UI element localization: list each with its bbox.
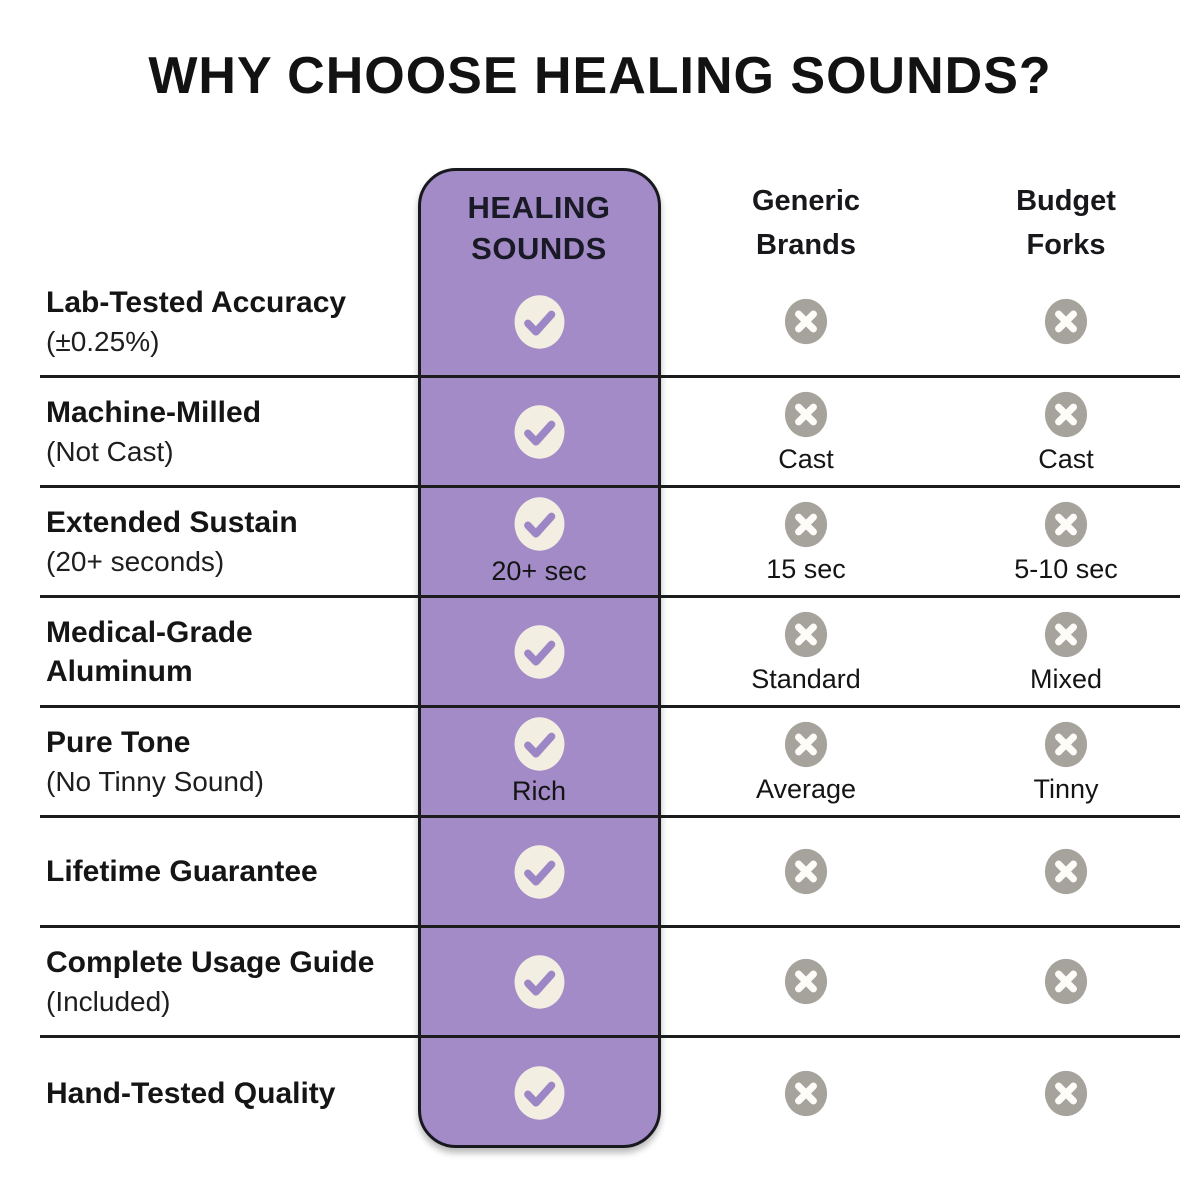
table-row-lab-tested-accuracy: Lab-Tested Accuracy (±0.25%) <box>40 268 1180 378</box>
x-icon <box>781 498 831 551</box>
table-row-lifetime-guarantee: Lifetime Guarantee <box>40 818 1180 928</box>
header-spacer <box>40 180 418 270</box>
cell-value: Rich <box>511 776 566 807</box>
cell-value: Mixed <box>1029 663 1103 694</box>
x-icon <box>781 388 831 441</box>
generic-cell: Standard <box>660 598 952 705</box>
x-icon <box>781 955 831 1008</box>
healing-cell: 20+ sec <box>418 488 660 595</box>
budget-cell <box>952 1038 1180 1148</box>
feature-name: Lab-Tested Accuracy <box>46 285 347 319</box>
column-header-generic-brands: Generic Brands <box>752 185 860 261</box>
cell-value: Cast <box>778 443 834 474</box>
feature-label-cell: Machine-Milled (Not Cast) <box>40 378 418 485</box>
generic-cell <box>660 1038 952 1148</box>
table-row-machine-milled: Machine-Milled (Not Cast) Cast Cast <box>40 378 1180 488</box>
x-icon <box>1041 845 1091 898</box>
feature-note: (Included) <box>46 985 171 1017</box>
column-header-healing-sounds: HEALING SOUNDS <box>467 190 611 266</box>
page-title: WHY CHOOSE HEALING SOUNDS? <box>148 47 1052 105</box>
x-icon <box>1041 295 1091 348</box>
feature-label-cell: Hand-Tested Quality <box>40 1038 418 1148</box>
generic-cell: 15 sec <box>660 488 952 595</box>
feature-note: (±0.25%) <box>46 325 160 357</box>
table-row-extended-sustain: Extended Sustain (20+ seconds) 20+ sec 1… <box>40 488 1180 598</box>
healing-cell <box>418 928 660 1035</box>
healing-cell <box>418 818 660 925</box>
generic-cell: Cast <box>660 378 952 485</box>
feature-label-cell: Medical-Grade Aluminum <box>40 598 418 705</box>
comparison-table: Lab-Tested Accuracy (±0.25%) Machine-Mil… <box>40 268 1180 1148</box>
cell-value: Cast <box>1038 443 1094 474</box>
budget-cell: Cast <box>952 378 1180 485</box>
check-icon <box>511 843 568 901</box>
feature-name: Pure Tone <box>46 725 191 759</box>
check-icon <box>511 953 568 1011</box>
cell-value: Tinny <box>1033 773 1099 804</box>
x-icon <box>1041 608 1091 661</box>
check-icon <box>511 293 568 351</box>
x-icon <box>781 295 831 348</box>
feature-name: Extended Sustain <box>46 505 298 539</box>
healing-cell <box>418 598 660 705</box>
healing-cell <box>418 268 660 375</box>
table-row-hand-tested-quality: Hand-Tested Quality <box>40 1038 1180 1148</box>
healing-cell <box>418 378 660 485</box>
table-row-pure-tone: Pure Tone (No Tinny Sound) Rich Average … <box>40 708 1180 818</box>
generic-cell <box>660 268 952 375</box>
generic-cell <box>660 928 952 1035</box>
budget-cell <box>952 818 1180 925</box>
check-icon <box>511 403 568 461</box>
generic-cell <box>660 818 952 925</box>
check-icon <box>511 715 568 773</box>
cell-value: 15 sec <box>766 553 846 584</box>
feature-name: Complete Usage Guide <box>46 945 375 979</box>
cell-value: 20+ sec <box>491 556 587 587</box>
check-icon <box>511 495 568 553</box>
column-headers: HEALING SOUNDS Generic Brands Budget For… <box>40 180 1180 270</box>
x-icon <box>781 608 831 661</box>
x-icon <box>1041 1067 1091 1120</box>
cell-value: 5-10 sec <box>1014 553 1118 584</box>
feature-note: (No Tinny Sound) <box>46 765 264 797</box>
check-icon <box>511 1064 568 1122</box>
budget-cell <box>952 268 1180 375</box>
cell-value: Standard <box>751 663 861 694</box>
feature-label-cell: Extended Sustain (20+ seconds) <box>40 488 418 595</box>
budget-cell: 5-10 sec <box>952 488 1180 595</box>
healing-cell: Rich <box>418 708 660 815</box>
generic-cell: Average <box>660 708 952 815</box>
x-icon <box>781 845 831 898</box>
feature-name: Lifetime Guarantee <box>46 855 318 888</box>
feature-label-cell: Complete Usage Guide (Included) <box>40 928 418 1035</box>
feature-name: Medical-Grade Aluminum <box>46 615 253 688</box>
x-icon <box>1041 955 1091 1008</box>
feature-name: Machine-Milled <box>46 395 262 429</box>
column-header-budget-forks: Budget Forks <box>1016 185 1116 261</box>
feature-label-cell: Pure Tone (No Tinny Sound) <box>40 708 418 815</box>
cell-value: Average <box>755 773 857 804</box>
x-icon <box>1041 498 1091 551</box>
x-icon <box>1041 718 1091 771</box>
feature-label-cell: Lab-Tested Accuracy (±0.25%) <box>40 268 418 375</box>
budget-cell: Tinny <box>952 708 1180 815</box>
table-row-medical-grade-aluminum: Medical-Grade Aluminum Standard Mixed <box>40 598 1180 708</box>
check-icon <box>511 623 568 681</box>
x-icon <box>1041 388 1091 441</box>
table-row-complete-usage-guide: Complete Usage Guide (Included) <box>40 928 1180 1038</box>
budget-cell: Mixed <box>952 598 1180 705</box>
feature-label-cell: Lifetime Guarantee <box>40 818 418 925</box>
feature-note: (20+ seconds) <box>46 545 225 577</box>
feature-name: Hand-Tested Quality <box>46 1076 336 1110</box>
x-icon <box>781 1067 831 1120</box>
feature-note: (Not Cast) <box>46 435 174 467</box>
x-icon <box>781 718 831 771</box>
healing-cell <box>418 1038 660 1148</box>
budget-cell <box>952 928 1180 1035</box>
